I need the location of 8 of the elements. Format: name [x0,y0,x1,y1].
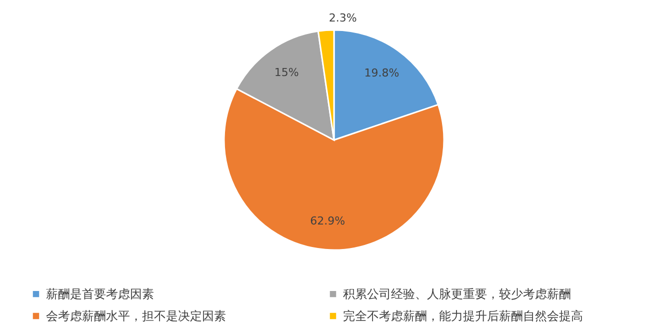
data-label: 19.8% [364,66,400,80]
legend-label: 完全不考虑薪酬，能力提升后薪酬自然会提高 [343,309,583,323]
data-label: 62.9% [310,214,346,228]
legend-label: 积累公司经验、人脉更重要，较少考虑薪酬 [343,287,571,302]
legend-label: 薪酬是首要考虑因素 [46,287,154,302]
data-label: 15% [274,66,299,80]
legend-label: 会考虑薪酬水平，担不是决定因素 [46,309,226,323]
data-label: 2.3% [328,11,357,24]
